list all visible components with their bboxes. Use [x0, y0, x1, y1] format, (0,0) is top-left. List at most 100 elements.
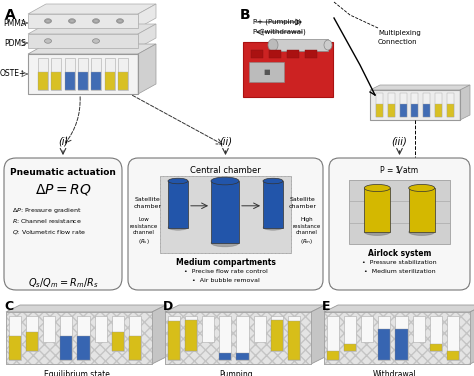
Text: •  Air bubble removal: • Air bubble removal: [191, 278, 259, 283]
Bar: [409, 188, 435, 232]
Text: $\Delta P$: Pressure gradient: $\Delta P$: Pressure gradient: [12, 206, 82, 215]
Ellipse shape: [365, 184, 390, 192]
Bar: [376, 93, 383, 117]
Bar: [78, 73, 88, 90]
Bar: [9, 336, 21, 360]
Bar: [9, 316, 21, 360]
Bar: [400, 93, 407, 117]
Bar: [77, 336, 90, 360]
Ellipse shape: [168, 178, 188, 184]
Bar: [185, 320, 197, 351]
Polygon shape: [165, 305, 325, 312]
Bar: [64, 58, 74, 90]
Text: Satellite
chamber: Satellite chamber: [134, 197, 162, 209]
Bar: [219, 353, 231, 360]
Bar: [423, 104, 430, 117]
Bar: [378, 329, 391, 360]
Bar: [60, 316, 73, 360]
Text: •  Pressure stabilization: • Pressure stabilization: [362, 260, 437, 265]
Bar: [447, 104, 454, 117]
Ellipse shape: [409, 229, 435, 236]
Ellipse shape: [118, 20, 122, 23]
Text: PMMA: PMMA: [3, 18, 26, 27]
Bar: [202, 316, 214, 343]
Text: Satellite
chamber: Satellite chamber: [289, 197, 317, 209]
Bar: [51, 73, 61, 90]
Bar: [395, 316, 408, 360]
Text: (iii): (iii): [392, 136, 407, 146]
Bar: [168, 181, 188, 227]
Bar: [271, 316, 283, 351]
Bar: [447, 351, 459, 360]
Bar: [28, 54, 138, 94]
Bar: [376, 104, 383, 117]
Bar: [305, 50, 317, 58]
Bar: [435, 104, 442, 117]
Ellipse shape: [263, 178, 283, 184]
Bar: [378, 316, 391, 360]
Text: Withdrawal: Withdrawal: [373, 370, 417, 376]
Polygon shape: [6, 305, 166, 312]
Bar: [38, 73, 48, 90]
Text: Airlock system: Airlock system: [368, 249, 431, 258]
Bar: [249, 62, 284, 82]
Text: P- (withdrawal): P- (withdrawal): [253, 29, 306, 35]
Text: Equilibrium state: Equilibrium state: [44, 370, 110, 376]
FancyBboxPatch shape: [128, 158, 323, 290]
Bar: [447, 93, 454, 117]
Bar: [185, 316, 197, 351]
Ellipse shape: [45, 19, 52, 23]
Bar: [118, 73, 128, 90]
Bar: [365, 188, 390, 232]
Bar: [60, 336, 73, 360]
Bar: [26, 332, 38, 351]
Text: •  Medium sterilization: • Medium sterilization: [364, 269, 435, 274]
Text: C: C: [4, 300, 13, 313]
Text: Pumping: Pumping: [219, 370, 253, 376]
FancyBboxPatch shape: [4, 158, 122, 290]
Text: (ii): (ii): [219, 136, 232, 146]
Polygon shape: [370, 85, 470, 90]
Bar: [168, 316, 180, 360]
Bar: [263, 181, 283, 227]
Text: B: B: [240, 8, 251, 22]
Bar: [430, 316, 442, 351]
Text: $\Delta P = RQ$: $\Delta P = RQ$: [35, 182, 91, 197]
FancyBboxPatch shape: [329, 158, 470, 290]
Bar: [118, 58, 128, 90]
Bar: [251, 50, 263, 58]
Ellipse shape: [117, 19, 124, 23]
Polygon shape: [324, 305, 474, 312]
Text: High
resistance
channel
$(R_m)$: High resistance channel $(R_m)$: [293, 217, 321, 246]
Bar: [112, 316, 124, 351]
Text: OSTE+: OSTE+: [0, 70, 26, 79]
Bar: [243, 42, 333, 97]
Bar: [361, 316, 374, 343]
Bar: [430, 344, 442, 351]
Bar: [28, 14, 138, 28]
Text: Central chamber: Central chamber: [190, 166, 261, 175]
Bar: [211, 181, 239, 243]
Bar: [237, 353, 249, 360]
Bar: [413, 316, 425, 343]
Polygon shape: [28, 24, 156, 34]
Text: P+ (Pumping): P+ (Pumping): [253, 19, 301, 25]
Bar: [344, 344, 356, 351]
Bar: [91, 58, 101, 90]
Bar: [400, 104, 407, 117]
Bar: [271, 320, 283, 351]
Bar: [129, 336, 141, 360]
Ellipse shape: [263, 225, 283, 230]
Bar: [254, 316, 266, 343]
Bar: [38, 58, 48, 90]
Bar: [411, 93, 419, 117]
Ellipse shape: [365, 229, 390, 236]
Bar: [43, 316, 55, 343]
Ellipse shape: [45, 39, 52, 43]
Ellipse shape: [92, 39, 100, 43]
Polygon shape: [138, 44, 156, 94]
Bar: [435, 93, 442, 117]
Bar: [105, 73, 115, 90]
Ellipse shape: [268, 39, 278, 51]
Bar: [165, 312, 311, 364]
